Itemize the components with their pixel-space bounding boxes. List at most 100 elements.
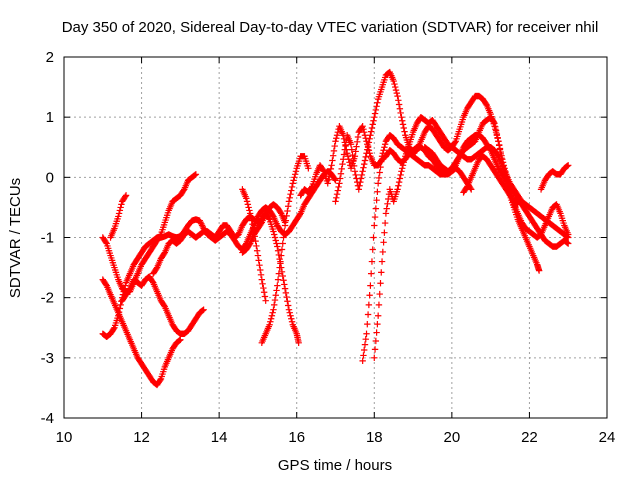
data-point xyxy=(292,168,300,175)
series-s16 xyxy=(537,162,572,193)
data-point xyxy=(284,207,291,215)
data-point xyxy=(274,247,282,254)
data-point xyxy=(253,247,261,254)
data-point xyxy=(468,186,475,193)
data-point xyxy=(122,282,129,289)
data-point xyxy=(267,315,275,322)
data-point xyxy=(565,234,572,241)
data-point xyxy=(564,233,571,241)
data-point xyxy=(246,207,253,214)
data-point xyxy=(356,182,363,189)
data-point xyxy=(514,201,521,208)
data-point xyxy=(244,201,252,208)
data-point xyxy=(384,200,391,208)
data-point xyxy=(390,77,397,85)
data-point xyxy=(349,151,356,159)
y-tick-label: 1 xyxy=(46,109,54,126)
data-point xyxy=(246,210,254,217)
data-point xyxy=(352,148,359,155)
data-point xyxy=(340,156,347,163)
data-point xyxy=(397,171,404,179)
data-point xyxy=(368,258,376,265)
data-point xyxy=(332,177,339,184)
data-point xyxy=(369,121,376,128)
x-tick-labels: 10 12 14 16 18 20 22 24 xyxy=(56,429,616,446)
data-point xyxy=(361,346,368,354)
data-point xyxy=(279,272,286,280)
data-point xyxy=(257,271,265,279)
data-point xyxy=(358,171,366,179)
data-point xyxy=(371,222,378,229)
data-point xyxy=(282,217,290,224)
data-point xyxy=(374,99,381,106)
data-point xyxy=(392,83,399,91)
data-point xyxy=(336,175,344,182)
data-point xyxy=(333,132,341,139)
data-point xyxy=(354,133,362,141)
data-point xyxy=(395,178,403,186)
data-point xyxy=(342,141,349,149)
data-point xyxy=(319,166,327,174)
data-point xyxy=(400,159,407,166)
data-point xyxy=(395,97,402,104)
data-point xyxy=(340,151,348,158)
data-point xyxy=(245,204,252,211)
data-point xyxy=(247,213,255,221)
x-tick-label: 22 xyxy=(521,429,538,446)
data-point xyxy=(379,150,387,157)
y-tick-label: -4 xyxy=(41,410,54,427)
x-tick-label: 12 xyxy=(133,429,150,446)
data-point xyxy=(395,101,403,108)
data-point xyxy=(281,222,289,229)
data-point xyxy=(122,193,129,200)
data-point xyxy=(367,282,374,289)
data-point xyxy=(265,215,272,222)
data-point xyxy=(258,276,266,283)
data-point xyxy=(338,165,345,173)
data-point xyxy=(375,301,383,309)
data-point xyxy=(381,229,388,236)
data-point xyxy=(351,168,359,175)
data-point xyxy=(269,309,276,316)
data-point xyxy=(305,165,312,172)
data-point xyxy=(495,138,502,145)
data-point xyxy=(364,146,371,153)
data-point xyxy=(248,217,255,224)
data-point xyxy=(350,157,357,164)
data-point xyxy=(285,198,293,205)
data-point xyxy=(339,160,346,168)
data-point xyxy=(333,194,340,201)
series-s5 xyxy=(118,273,207,337)
data-point xyxy=(336,180,343,187)
data-point xyxy=(364,142,372,150)
data-point xyxy=(284,203,292,210)
data-point xyxy=(367,270,375,277)
data-point xyxy=(363,330,370,337)
data-point xyxy=(360,126,367,133)
data-point xyxy=(493,130,501,138)
axis-ticks xyxy=(63,56,608,419)
data-point xyxy=(377,280,384,287)
data-point xyxy=(359,357,366,365)
data-point xyxy=(495,142,503,149)
data-point xyxy=(281,285,289,292)
data-point xyxy=(383,205,390,212)
data-point xyxy=(262,297,269,304)
data-point xyxy=(335,183,342,191)
data-point xyxy=(377,163,384,171)
data-point xyxy=(283,293,290,301)
data-point xyxy=(394,186,401,193)
data-point xyxy=(273,240,280,247)
x-tick-label: 18 xyxy=(366,429,383,446)
data-point xyxy=(115,210,123,217)
data-point xyxy=(286,309,293,316)
data-point xyxy=(287,190,294,198)
data-point xyxy=(396,175,404,182)
data-point xyxy=(360,352,367,359)
data-point xyxy=(381,144,388,151)
data-point xyxy=(288,183,296,191)
data-point xyxy=(401,156,408,163)
series-s15 xyxy=(460,153,521,208)
y-tick-label: -2 xyxy=(41,290,54,307)
